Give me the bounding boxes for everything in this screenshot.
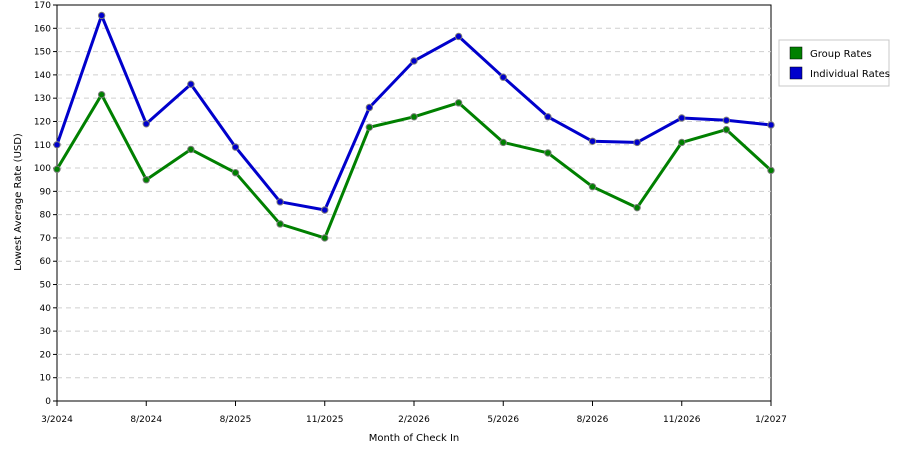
data-point <box>499 138 507 147</box>
axes: 0 10 20 30 40 50 60 70 80 90 100 110 120 130 140 150 160… <box>34 1 787 425</box>
data-point <box>633 138 641 147</box>
y-axis-title: Lowest Average Rate (USD) <box>13 133 24 271</box>
data-point <box>365 123 374 131</box>
legend-label: Group Rates <box>810 49 872 60</box>
data-point <box>321 206 329 214</box>
data-point <box>767 166 775 175</box>
legend-swatch <box>789 46 803 60</box>
y-tick-label: 130 <box>34 94 51 104</box>
series <box>53 11 775 242</box>
plot-area <box>56 4 772 402</box>
y-tick-label: 110 <box>34 141 51 151</box>
y-tick-label: 70 <box>40 234 52 244</box>
legend-swatch <box>789 66 803 80</box>
x-tick-label: 8/2026 <box>577 415 609 425</box>
x-tick-label: 5/2026 <box>487 415 519 425</box>
y-tick-label: 150 <box>34 48 51 58</box>
data-point <box>410 57 418 65</box>
data-point <box>544 149 552 157</box>
y-tick-label: 30 <box>40 327 52 337</box>
data-point <box>588 182 597 191</box>
x-tick-label: 11/2026 <box>663 415 701 425</box>
data-point <box>276 220 284 228</box>
data-point <box>365 103 374 112</box>
data-point <box>97 90 106 99</box>
data-point <box>231 169 240 177</box>
y-tick-label: 90 <box>40 187 52 197</box>
data-point <box>499 73 507 81</box>
data-point <box>231 143 240 151</box>
data-point <box>588 137 597 145</box>
y-tick-label: 120 <box>34 117 51 127</box>
data-point <box>678 138 686 147</box>
x-tick-label: 2/2026 <box>398 415 430 425</box>
data-point <box>142 120 150 128</box>
data-point <box>97 11 106 20</box>
legend: Group Rates Individual Rates <box>778 39 890 87</box>
x-tick-label: 1/2027 <box>755 415 787 425</box>
data-point <box>722 116 731 125</box>
data-point <box>767 121 775 129</box>
y-tick-label: 50 <box>40 281 52 291</box>
y-tick-label: 100 <box>34 164 51 174</box>
data-point <box>454 99 463 107</box>
y-tick-label: 140 <box>34 71 51 81</box>
x-axis-title: Month of Check In <box>369 433 460 444</box>
data-point <box>678 114 686 122</box>
y-tick-label: 20 <box>40 350 52 360</box>
y-tick-label: 60 <box>40 257 52 267</box>
data-point <box>454 32 463 41</box>
y-tick-label: 170 <box>34 1 51 11</box>
data-point <box>187 145 195 154</box>
legend-label: Individual Rates <box>810 69 890 80</box>
x-tick-label: 8/2024 <box>130 415 162 425</box>
data-point <box>53 141 61 149</box>
data-point <box>722 125 731 134</box>
y-tick-label: 160 <box>34 24 51 34</box>
x-tick-label: 8/2025 <box>220 415 252 425</box>
x-tick-label: 3/2024 <box>41 415 73 425</box>
y-tick-label: 80 <box>40 211 52 221</box>
data-point <box>142 176 150 184</box>
data-point <box>410 113 418 121</box>
y-tick-label: 10 <box>40 374 52 384</box>
data-point <box>187 80 195 88</box>
data-point <box>276 198 284 206</box>
data-point <box>633 203 641 212</box>
data-point <box>544 113 552 121</box>
data-point <box>53 165 61 173</box>
x-tick-label: 11/2025 <box>306 415 343 425</box>
y-tick-label: 0 <box>45 397 51 407</box>
y-tick-label: 40 <box>40 304 52 314</box>
data-point <box>321 234 329 242</box>
